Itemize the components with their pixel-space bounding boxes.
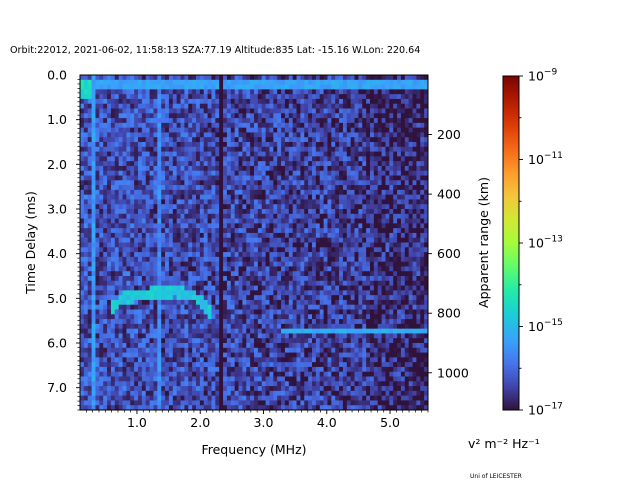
y-tick-label: 7.0 [47, 380, 67, 395]
x-tick-label: 2.0 [190, 415, 210, 430]
y2-tick-label: 600 [437, 246, 461, 261]
colorbar-ticks: 10−17 10−15 10−13 10−11 10−9 [519, 68, 563, 418]
x-axis: 1.0 2.0 3.0 4.0 5.0 [85, 410, 429, 430]
heatmap-plot-area [79, 74, 429, 411]
colorbar-tick-label: 10−17 [528, 402, 563, 418]
x-tick-label: 4.0 [317, 415, 337, 430]
x-tick-label: 3.0 [254, 415, 274, 430]
colorbar: 10−17 10−15 10−13 10−11 10−9 [502, 68, 563, 418]
colorbar-unit-label: v² m⁻² Hz⁻¹ [468, 436, 540, 451]
heatmap-cells [80, 75, 429, 411]
plot-frame [79, 74, 429, 411]
y-tick-label: 1.0 [47, 112, 67, 127]
y-tick-label: 3.0 [47, 202, 67, 217]
credit-text: Uni of LEICESTER [470, 473, 522, 480]
x-axis-label: Frequency (MHz) [201, 442, 306, 457]
colorbar-tick-label: 10−13 [528, 235, 563, 251]
y-axis-label: Time Delay (ms) [23, 191, 38, 295]
colorbar-tick-label: 10−15 [528, 318, 563, 334]
y2-axis-label: Apparent range (km) [476, 177, 491, 308]
y-tick-label: 5.0 [47, 291, 67, 306]
y-tick-label: 0.0 [47, 68, 67, 83]
x-tick-label: 5.0 [380, 415, 400, 430]
y2-tick-label: 200 [437, 127, 461, 142]
y2-tick-label: 1000 [437, 365, 469, 380]
colorbar-tick-label: 10−11 [528, 151, 563, 167]
chart-title: Orbit:22012, 2021-06-02, 11:58:13 SZA:77… [10, 45, 420, 56]
y2-tick-label: 800 [437, 306, 461, 321]
y2-axis: 200 400 600 800 1000 [428, 127, 469, 380]
y-tick-label: 4.0 [47, 246, 67, 261]
colorbar-gradient [502, 75, 520, 411]
y-tick-label: 6.0 [47, 336, 67, 351]
colorbar-tick-label: 10−9 [528, 68, 557, 84]
y-axis: 0.0 1.0 2.0 3.0 4.0 5.0 6.0 7.0 [47, 68, 80, 411]
y2-tick-label: 400 [437, 187, 461, 202]
x-tick-label: 1.0 [127, 415, 147, 430]
y-tick-label: 2.0 [47, 157, 67, 172]
